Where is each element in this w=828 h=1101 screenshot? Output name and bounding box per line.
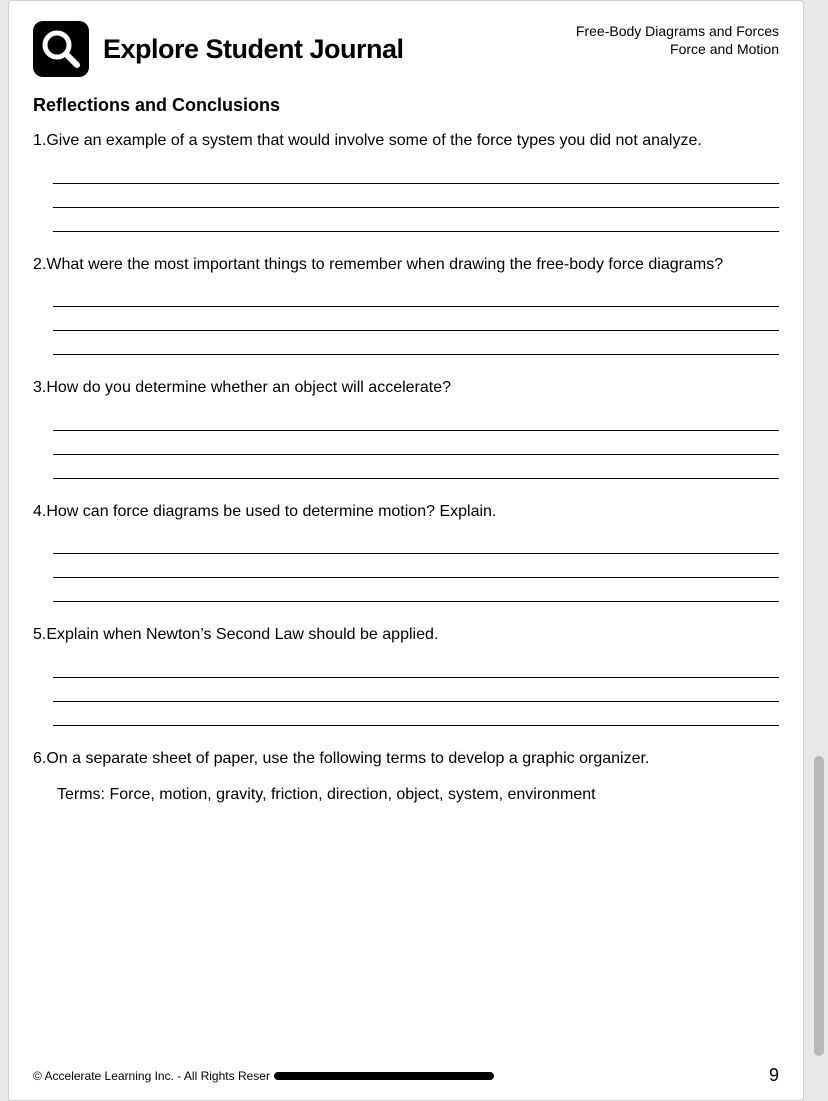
question-6-terms: Terms: Force, motion, gravity, friction,…	[57, 786, 779, 804]
redaction-bar	[274, 1072, 494, 1080]
question-2: 2.What were the most important things to…	[33, 254, 779, 276]
journal-title: Explore Student Journal	[103, 34, 404, 65]
blank-line[interactable]	[53, 578, 779, 602]
question-1: 1.Give an example of a system that would…	[33, 130, 779, 152]
copyright-text: © Accelerate Learning Inc. - All Rights …	[33, 1069, 270, 1083]
blank-line[interactable]	[53, 283, 779, 307]
topic-header: Free-Body Diagrams and Forces Force and …	[576, 23, 779, 58]
footer-left: © Accelerate Learning Inc. - All Rights …	[33, 1069, 494, 1083]
title-block: Explore Student Journal	[33, 21, 404, 77]
answer-lines-3[interactable]	[53, 407, 779, 479]
blank-line[interactable]	[53, 654, 779, 678]
answer-lines-1[interactable]	[53, 160, 779, 232]
blank-line[interactable]	[53, 208, 779, 232]
blank-line[interactable]	[53, 331, 779, 355]
question-3: 3.How do you determine whether an object…	[33, 377, 779, 399]
section-heading: Reflections and Conclusions	[33, 95, 779, 116]
topic-line-1: Free-Body Diagrams and Forces	[576, 23, 779, 41]
blank-line[interactable]	[53, 307, 779, 331]
blank-line[interactable]	[53, 407, 779, 431]
blank-line[interactable]	[53, 702, 779, 726]
blank-line[interactable]	[53, 431, 779, 455]
page-number: 9	[769, 1065, 779, 1086]
blank-line[interactable]	[53, 554, 779, 578]
scrollbar-thumb[interactable]	[814, 756, 824, 1056]
topic-line-2: Force and Motion	[576, 41, 779, 59]
page-footer: © Accelerate Learning Inc. - All Rights …	[33, 1065, 779, 1086]
magnifier-icon	[33, 21, 89, 77]
header-row: Explore Student Journal Free-Body Diagra…	[33, 21, 779, 77]
question-5: 5.Explain when Newton’s Second Law shoul…	[33, 624, 779, 646]
answer-lines-4[interactable]	[53, 530, 779, 602]
blank-line[interactable]	[53, 184, 779, 208]
answer-lines-2[interactable]	[53, 283, 779, 355]
answer-lines-5[interactable]	[53, 654, 779, 726]
blank-line[interactable]	[53, 530, 779, 554]
blank-line[interactable]	[53, 160, 779, 184]
blank-line[interactable]	[53, 678, 779, 702]
blank-line[interactable]	[53, 455, 779, 479]
question-4: 4.How can force diagrams be used to dete…	[33, 501, 779, 523]
question-6: 6.On a separate sheet of paper, use the …	[33, 748, 779, 770]
worksheet-page: Explore Student Journal Free-Body Diagra…	[8, 0, 804, 1101]
